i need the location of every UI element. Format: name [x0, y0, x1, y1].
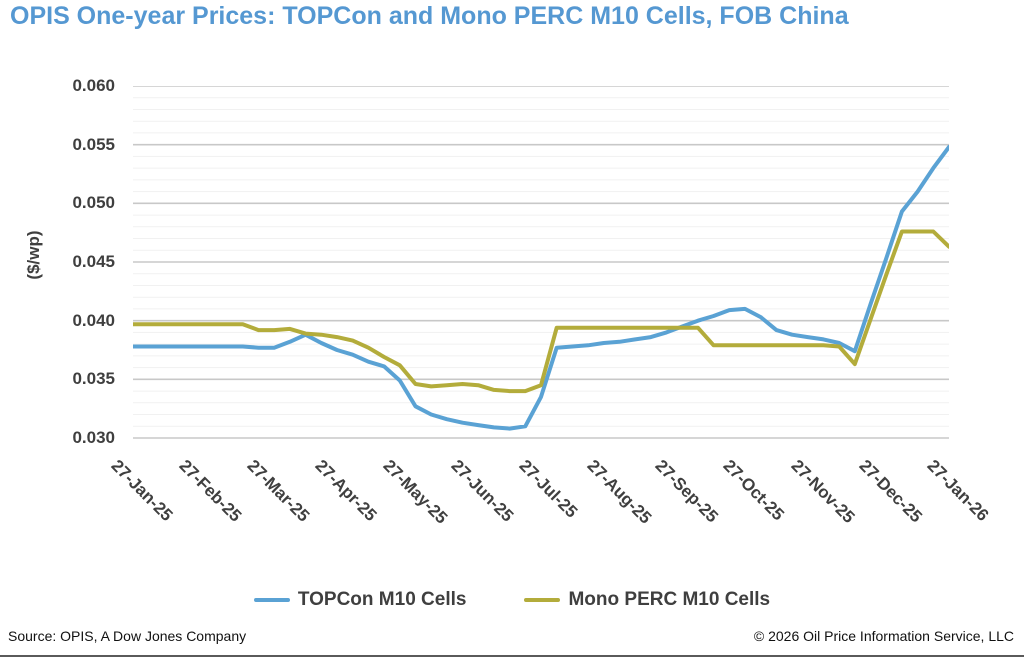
x-tick-label: 27-Dec-25	[855, 456, 926, 527]
topcon-line	[131, 145, 951, 431]
x-tick-label: 27-May-25	[379, 456, 452, 528]
x-tick-label: 27-Apr-25	[311, 456, 381, 525]
x-tick-label: 27-Jun-25	[447, 456, 518, 526]
topcon-line-swatch	[253, 598, 290, 602]
footer: Source: OPIS, A Dow Jones Company © 2026…	[0, 628, 1024, 644]
x-tick-label: 27-Aug-25	[583, 456, 656, 528]
bottom-rule	[0, 655, 1024, 657]
mono-perc-line-swatch	[524, 598, 561, 602]
x-tick-label: 27-Jul-25	[515, 456, 582, 522]
mono-perc-line	[131, 229, 951, 394]
legend-label-topcon: TOPCon M10 Cells	[297, 589, 467, 610]
source-text: Source: OPIS, A Dow Jones Company	[8, 628, 247, 644]
plot-area	[131, 85, 951, 439]
x-tick-label: 27-Oct-25	[719, 456, 788, 525]
legend-item-mono-perc: Mono PERC M10 Cells	[524, 589, 770, 611]
legend-label-mono-perc: Mono PERC M10 Cells	[568, 589, 771, 610]
x-tick-label: 27-Sep-25	[651, 456, 722, 527]
y-tick-label: 0.040	[72, 310, 115, 330]
x-tick-label: 27-Jan-26	[923, 456, 993, 525]
legend: TOPCon M10 Cells Mono PERC M10 Cells	[0, 585, 1024, 615]
price-line-chart	[131, 85, 951, 439]
chart-title: OPIS One-year Prices: TOPCon and Mono PE…	[10, 2, 849, 30]
y-tick-label: 0.030	[72, 428, 115, 447]
copyright-text: © 2026 Oil Price Information Service, LL…	[753, 628, 1014, 644]
y-tick-label: 0.050	[72, 193, 115, 213]
legend-item-topcon: TOPCon M10 Cells	[253, 589, 467, 611]
x-tick-label: 27-Feb-25	[175, 456, 246, 526]
y-tick-label: 0.060	[72, 76, 115, 95]
x-tick-label: 27-Jan-25	[107, 456, 177, 525]
y-tick-label: 0.045	[72, 252, 115, 271]
x-tick-label: 27-Nov-25	[787, 456, 859, 527]
y-tick-label: 0.055	[72, 134, 115, 154]
y-tick-label: 0.035	[72, 369, 115, 389]
x-tick-label: 27-Mar-25	[243, 456, 314, 526]
